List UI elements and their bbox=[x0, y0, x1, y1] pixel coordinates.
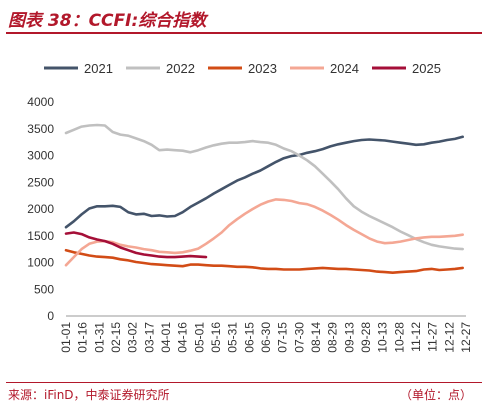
x-tick-label: 09-13 bbox=[342, 322, 356, 353]
figure-title: 图表 38：CCFI:综合指数 bbox=[8, 11, 207, 31]
x-tick-label: 01-01 bbox=[59, 322, 73, 353]
series-line-2023 bbox=[64, 248, 465, 275]
x-tick-label: 05-16 bbox=[209, 322, 223, 353]
series-line-2024 bbox=[64, 198, 465, 267]
x-tick-label: 06-30 bbox=[259, 322, 273, 353]
ccfi-line-chart: 2021 2022 2023 2024 2025 0 500 1000 1500 2000 250… bbox=[27, 61, 473, 353]
x-axis: 01-01 01-16 01-31 02-15 03-02 03-17 04-01 04-16… bbox=[59, 315, 473, 353]
y-axis: 0 500 1000 1500 2000 2500 3000 3500 4000 bbox=[27, 95, 54, 323]
legend-label-2024: 2024 bbox=[330, 61, 359, 76]
legend-label-2022: 2022 bbox=[166, 61, 195, 76]
y-tick-label: 2500 bbox=[27, 175, 54, 189]
x-tick-label: 03-17 bbox=[142, 322, 156, 353]
y-tick-label: 2000 bbox=[27, 202, 54, 216]
x-tick-label: 01-31 bbox=[92, 322, 106, 353]
x-tick-label: 03-02 bbox=[126, 322, 140, 353]
x-tick-label: 01-16 bbox=[76, 322, 90, 353]
x-tick-label: 11-12 bbox=[409, 322, 423, 352]
x-tick-label: 10-13 bbox=[376, 322, 390, 353]
y-tick-label: 4000 bbox=[27, 95, 54, 109]
legend-label-2021: 2021 bbox=[84, 61, 113, 76]
y-tick-label: 1000 bbox=[27, 256, 54, 270]
x-tick-label: 09-28 bbox=[359, 322, 373, 353]
x-tick-label: 10-28 bbox=[392, 322, 406, 353]
x-tick-label: 05-31 bbox=[226, 322, 240, 353]
x-tick-label: 04-16 bbox=[176, 322, 190, 353]
series-lines bbox=[64, 123, 465, 275]
source-note: 来源：iFinD，中泰证券研究所 bbox=[8, 388, 170, 402]
y-tick-label: 3000 bbox=[27, 149, 54, 163]
legend: 2021 2022 2023 2024 2025 bbox=[44, 61, 441, 76]
x-tick-label: 02-15 bbox=[109, 322, 123, 353]
x-tick-label: 07-15 bbox=[276, 322, 290, 353]
y-tick-label: 3500 bbox=[27, 122, 54, 136]
x-tick-label: 07-30 bbox=[292, 322, 306, 353]
legend-label-2025: 2025 bbox=[412, 61, 441, 76]
series-line-2025 bbox=[64, 231, 208, 259]
y-tick-label: 1500 bbox=[27, 229, 54, 243]
y-tick-label: 500 bbox=[34, 282, 54, 296]
x-tick-label: 05-01 bbox=[192, 322, 206, 353]
y-tick-label: 0 bbox=[47, 309, 54, 323]
x-tick-label: 12-27 bbox=[459, 322, 473, 353]
unit-note: （单位：点） bbox=[399, 388, 472, 402]
footer-rule bbox=[6, 382, 482, 383]
series-line-2022 bbox=[64, 123, 465, 251]
legend-label-2023: 2023 bbox=[248, 61, 277, 76]
title-rule bbox=[6, 32, 482, 34]
x-tick-label: 12-12 bbox=[442, 322, 456, 353]
x-tick-label: 08-14 bbox=[309, 322, 323, 353]
series-line-2021 bbox=[64, 135, 465, 229]
x-tick-label: 11-27 bbox=[426, 322, 440, 352]
x-tick-label: 06-15 bbox=[242, 322, 256, 353]
x-tick-label: 04-01 bbox=[159, 322, 173, 353]
x-tick-label: 08-29 bbox=[326, 322, 340, 353]
